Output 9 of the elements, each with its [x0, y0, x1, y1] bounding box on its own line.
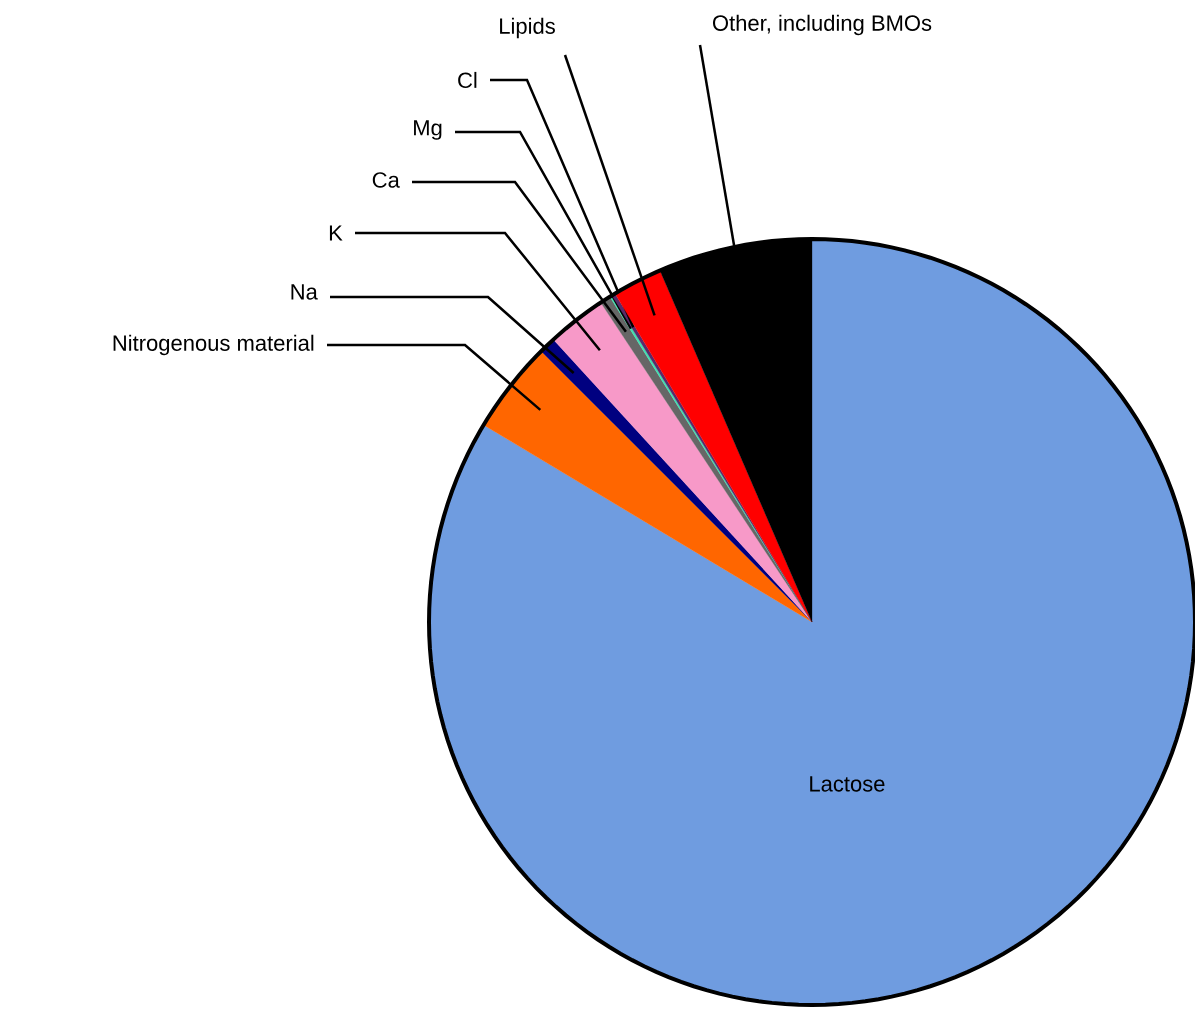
slice-label: Lactose — [810, 776, 885, 792]
slice-label: Nitrogenous material — [113, 334, 314, 356]
slice-label: K — [329, 225, 343, 241]
slice-label: Mg — [414, 120, 442, 140]
slice-label: Cl — [458, 71, 477, 89]
slice-label: Other, including BMOs — [712, 14, 932, 36]
slice-label: Ca — [372, 172, 400, 188]
slice-label: Na — [291, 284, 318, 300]
slice-label: Lipids — [500, 17, 555, 39]
